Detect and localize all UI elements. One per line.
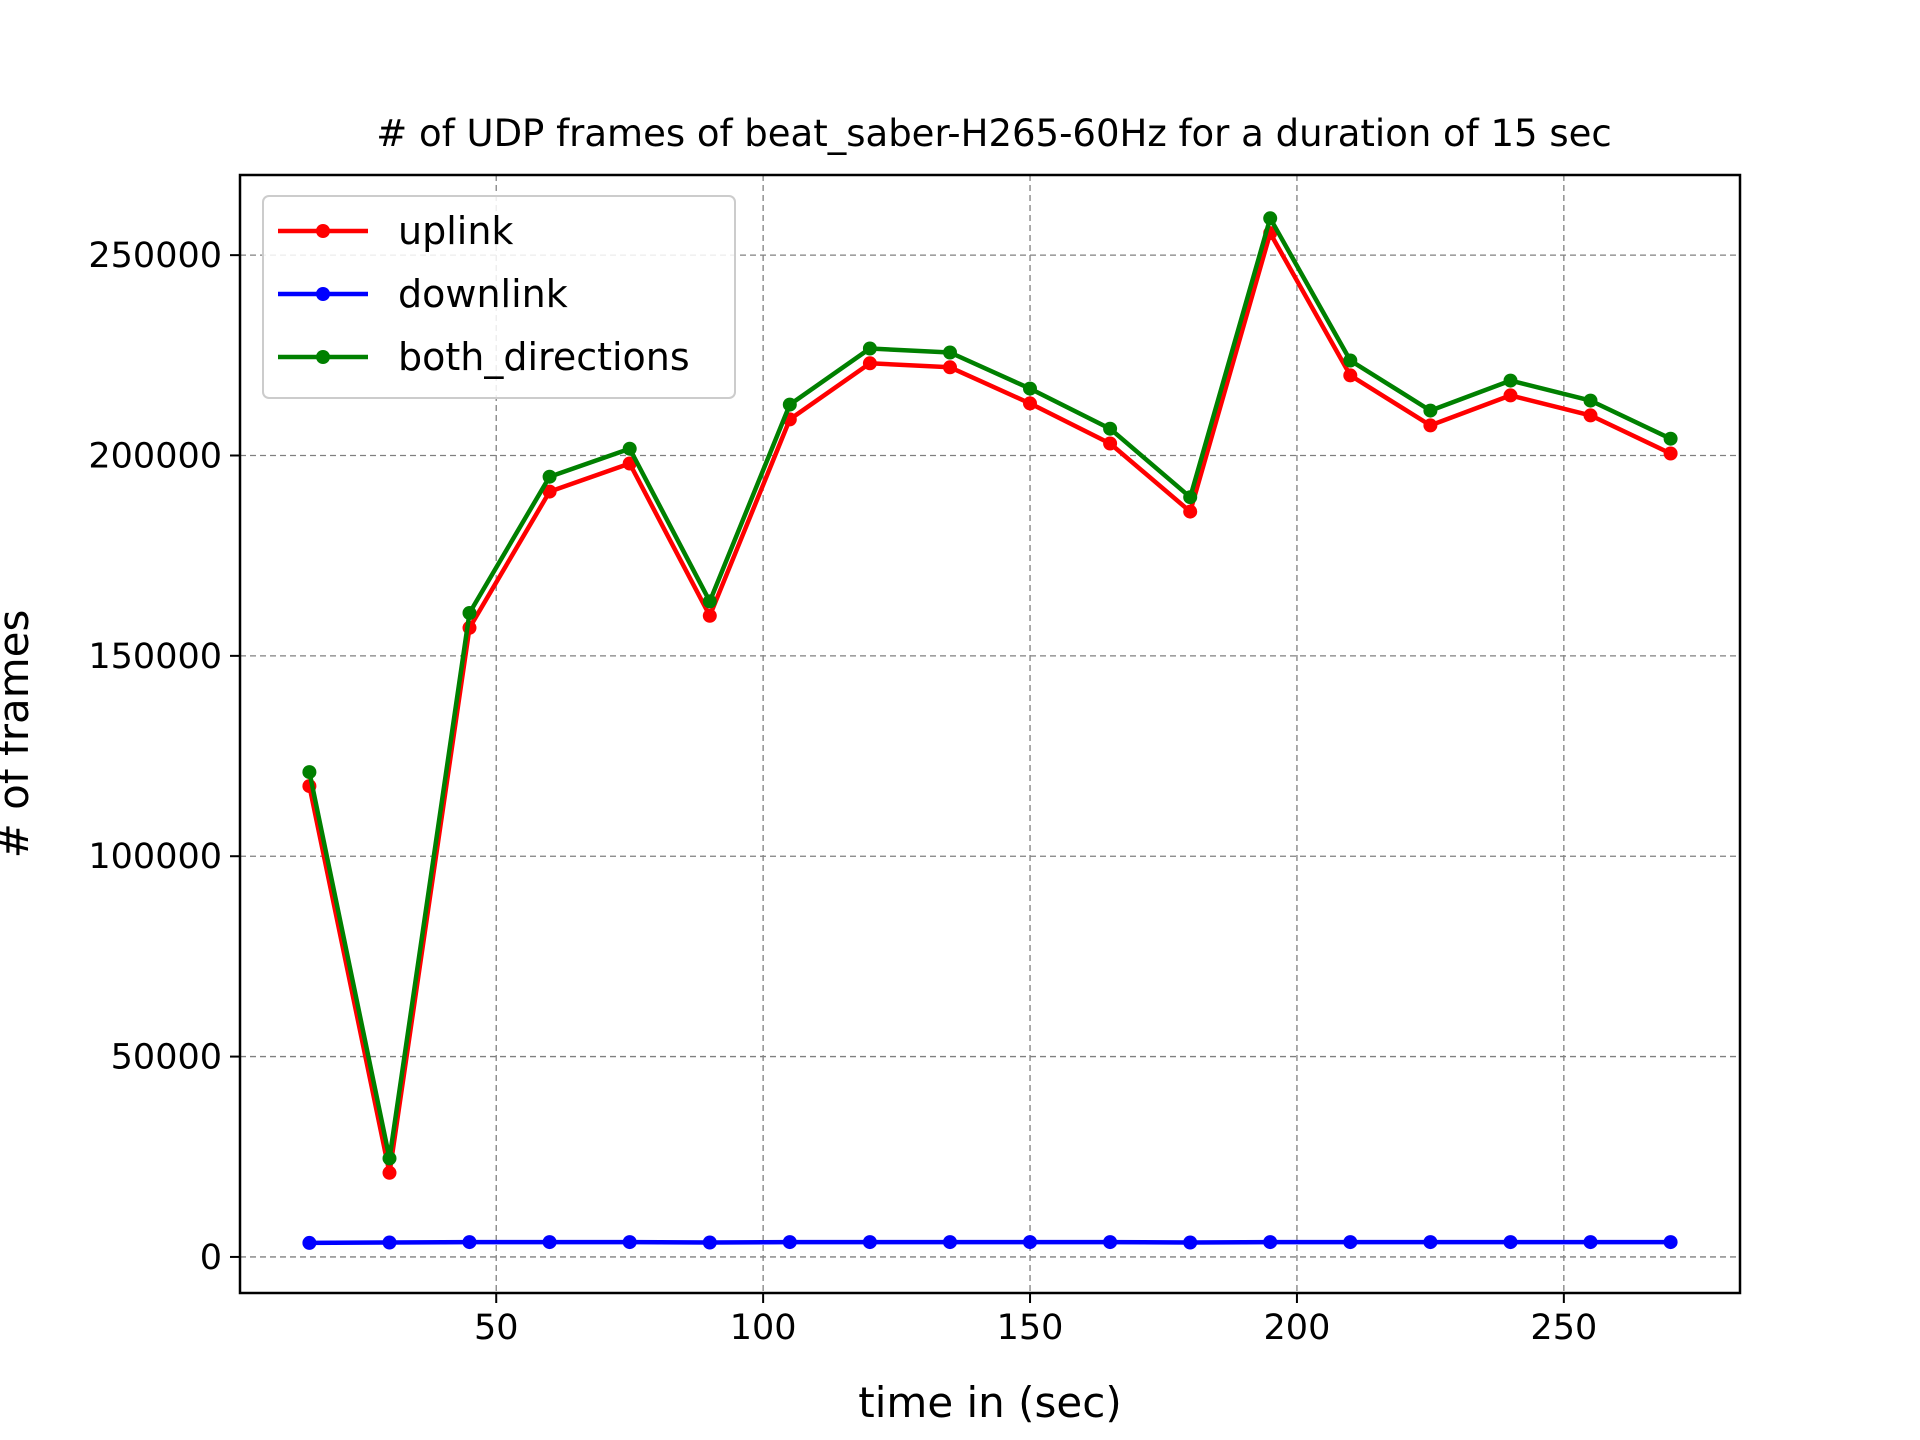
data-point-both_directions [542,469,557,484]
data-point-both_directions [462,606,477,620]
legend-entry-downlink: downlink [278,272,568,316]
series-both_directions [302,211,1678,1166]
data-point-uplink [1583,408,1598,423]
chart-title: # of UDP frames of beat_saber-H265-60Hz … [376,112,1611,155]
legend-label: both_directions [398,335,690,379]
data-point-downlink [1583,1235,1598,1250]
data-point-both_directions [1263,211,1278,226]
plot-area-frame [238,173,1742,1295]
x-axis-label: time in (sec) [858,1378,1121,1427]
x-tick-label: 100 [730,1308,797,1348]
legend-label: uplink [398,209,513,253]
data-point-downlink [1263,1235,1278,1250]
data-point-both_directions [1023,381,1037,396]
y-tick-label: 150000 [88,637,222,677]
data-point-both_directions [1343,353,1358,368]
legend-entry-both_directions: both_directions [278,335,690,379]
y-tick-label: 250000 [88,236,222,276]
series-lines [302,211,1678,1250]
data-point-downlink [943,1235,957,1250]
data-point-uplink [1103,436,1118,451]
x-tick-label: 150 [997,1308,1064,1348]
data-point-uplink [1423,418,1438,433]
data-point-both_directions [382,1151,397,1166]
data-point-downlink [302,1235,317,1250]
data-point-uplink [382,1165,397,1180]
data-point-uplink [1343,368,1358,383]
y-tick-label: 100000 [88,837,222,877]
data-point-downlink [1503,1235,1518,1250]
data-point-both_directions [1183,490,1198,505]
data-point-downlink [622,1235,637,1250]
legend-entry-uplink: uplink [278,209,513,253]
series-line-both_directions [307,216,1672,1161]
data-point-downlink [1183,1235,1198,1250]
data-point-both_directions [1423,403,1438,418]
data-point-both_directions [862,341,877,356]
data-point-both_directions [702,594,717,609]
data-point-uplink [943,360,957,375]
data-point-downlink [702,1235,717,1250]
data-point-downlink [1663,1235,1678,1250]
data-point-downlink [1103,1235,1118,1250]
y-tick-label: 200000 [88,437,222,477]
x-tick-label: 200 [1264,1308,1331,1348]
y-tick-label: 50000 [111,1038,222,1078]
axis-ticks: 50 100 150 200 250 0 50000 100000 150000 200000 25… [88,236,1597,1348]
legend-swatch-marker [316,287,330,301]
data-point-both_directions [943,345,957,360]
data-point-both_directions [622,441,637,456]
data-point-downlink [782,1235,797,1250]
data-point-downlink [1423,1235,1438,1250]
data-point-both_directions [1583,393,1598,408]
y-axis-label: # of frames [0,610,38,859]
data-point-uplink [862,356,877,371]
x-tick-label: 250 [1530,1308,1597,1348]
legend-label: downlink [398,272,568,316]
series-line-downlink [309,1239,1671,1246]
data-point-downlink [862,1235,877,1250]
data-point-both_directions [1103,421,1118,436]
data-point-both_directions [1663,431,1678,446]
data-point-downlink [382,1235,397,1250]
y-tick-label: 0 [200,1238,222,1278]
data-point-both_directions [302,765,317,780]
data-point-uplink [1663,446,1678,461]
series-downlink [302,1235,1678,1250]
legend: uplink downlink both_directions [262,195,736,399]
data-point-downlink [462,1235,477,1250]
data-point-downlink [1023,1235,1037,1250]
data-point-downlink [1343,1235,1358,1250]
series-line-uplink [307,230,1672,1176]
legend-box [262,195,736,399]
data-point-both_directions [782,397,797,412]
data-point-uplink [1503,388,1518,403]
data-point-uplink [1023,396,1037,411]
legend-swatch-marker [316,350,330,364]
data-point-uplink [1183,504,1198,519]
legend-swatch-marker [316,224,330,238]
data-point-uplink [702,608,717,623]
data-point-uplink [542,484,557,499]
data-point-downlink [542,1235,557,1250]
data-point-both_directions [1503,373,1518,388]
x-tick-label: 50 [474,1308,519,1348]
